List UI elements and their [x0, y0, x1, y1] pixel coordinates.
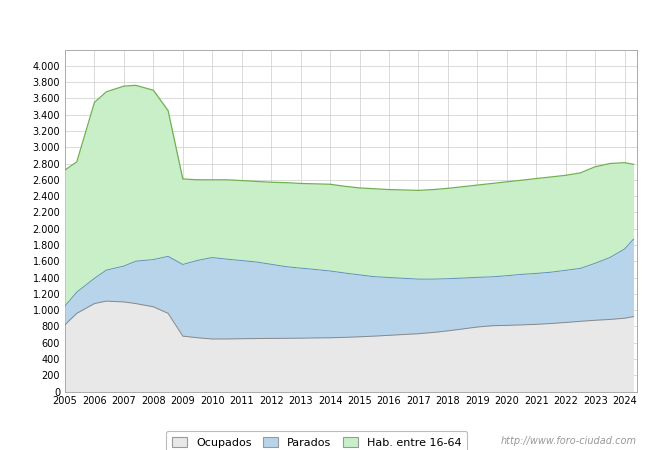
Text: Frontera - Evolucion de la poblacion en edad de Trabajar Mayo de 2024: Frontera - Evolucion de la poblacion en … — [87, 19, 563, 32]
Text: http://www.foro-ciudad.com: http://www.foro-ciudad.com — [501, 436, 637, 446]
Legend: Ocupados, Parados, Hab. entre 16-64: Ocupados, Parados, Hab. entre 16-64 — [166, 431, 467, 450]
